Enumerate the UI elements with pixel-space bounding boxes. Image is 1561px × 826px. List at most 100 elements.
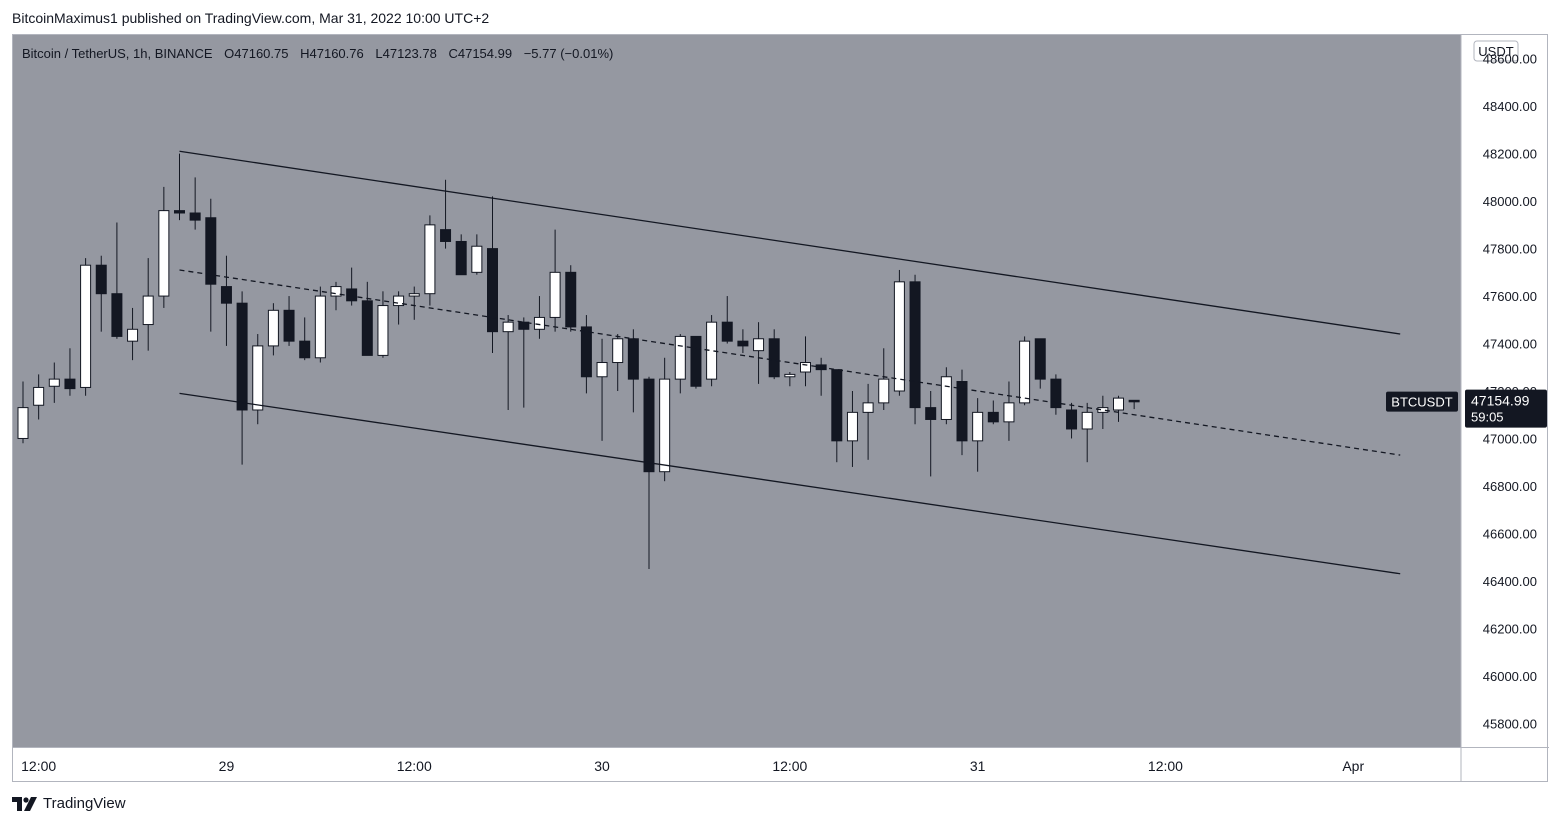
candle-body-up [753, 338, 765, 352]
time-tick-label: 12:00 [397, 758, 432, 774]
candle-body-down [64, 378, 76, 390]
symbol-tag-label: BTCUSDT [1391, 395, 1452, 410]
candle-body-up [330, 286, 342, 297]
candle-body-up [674, 335, 686, 380]
candle-body-down [643, 378, 655, 473]
candle-body-up [612, 338, 624, 364]
candle-body-up [878, 378, 890, 404]
candle-body-up [1113, 397, 1124, 411]
candle-body-down [768, 338, 780, 378]
legend-symbol[interactable]: Bitcoin / TetherUS, 1h, BINANCE [22, 46, 213, 61]
candle-body-down [925, 407, 937, 420]
candle-body-up [393, 295, 405, 307]
channel-line-upper[interactable] [179, 150, 1401, 335]
candle-body-up [471, 245, 483, 273]
legend-close-value: 47154.99 [457, 46, 513, 61]
candle-body-up [1081, 411, 1093, 430]
legend-open-value: 47160.75 [234, 46, 289, 61]
candle-body-up [800, 362, 811, 373]
symbol-tag[interactable] [1386, 391, 1458, 412]
candle-body-up [893, 281, 905, 392]
candle-body-up [267, 309, 279, 347]
tradingview-logo-icon [12, 796, 37, 811]
candle-body-up [862, 402, 874, 413]
tradingview-brand-text: TradingView [43, 795, 126, 812]
candle-body-up [17, 407, 29, 439]
candle-body-up [252, 345, 264, 411]
channel-line-middle[interactable] [179, 269, 1401, 456]
price-tick-label: 46200.00 [1483, 621, 1537, 636]
candle-body-down [236, 302, 248, 411]
legend-open-label: O [224, 46, 235, 61]
time-tick-label: 12:00 [772, 758, 807, 774]
bar-countdown: 59:05 [1471, 410, 1504, 425]
legend-low-label: L [375, 46, 383, 61]
candle-body-up [1097, 407, 1109, 413]
candle-body-down [690, 335, 702, 387]
channel-line-lower[interactable] [179, 392, 1401, 575]
time-tick-label: 12:00 [21, 758, 56, 774]
publisher-line: BitcoinMaximus1 published on TradingView… [12, 10, 490, 26]
candle-body-up [80, 264, 92, 388]
candle-body-up [33, 386, 45, 406]
candle-body-down [1034, 338, 1046, 380]
candle-body-up [377, 305, 389, 356]
price-tick-label: 46400.00 [1483, 574, 1537, 589]
candle-body-down [1066, 409, 1078, 430]
currency-label: USDT [1478, 44, 1513, 59]
price-tick-label: 46600.00 [1483, 526, 1537, 541]
candle-body-up [549, 271, 561, 318]
candle-body-down [440, 229, 452, 242]
candle-body-up [424, 224, 436, 295]
price-tick-label: 48400.00 [1483, 99, 1537, 114]
candle-body-up [940, 376, 952, 420]
price-tick-label: 48600.00 [1483, 52, 1537, 67]
currency-badge[interactable] [1473, 40, 1519, 62]
candle-body-down [909, 281, 921, 409]
legend-change: −5.77 (−0.01%) [523, 46, 614, 61]
candle-body-down [956, 381, 968, 442]
candle-body-down [299, 340, 311, 359]
candle-body-down [627, 338, 639, 380]
price-tick-label: 46800.00 [1483, 479, 1537, 494]
plot-area[interactable] [13, 35, 1461, 747]
time-tick-label: 29 [219, 758, 235, 774]
price-tick-label: 48200.00 [1483, 147, 1537, 162]
candle-body-down [1128, 399, 1140, 403]
last-price-badge[interactable] [1465, 389, 1547, 428]
candle-body-down [737, 340, 749, 347]
candle-body-up [158, 210, 170, 297]
candle-body-down [205, 217, 217, 285]
price-tick-label: 47400.00 [1483, 337, 1537, 352]
candle-body-up [972, 411, 984, 442]
candle-body-down [283, 309, 295, 342]
legend-high-label: H [300, 46, 310, 61]
candle-body-down [518, 321, 530, 330]
candle-body-down [189, 212, 201, 221]
candle-body-down [580, 326, 592, 378]
candle-body-up [142, 295, 154, 326]
candle-body-down [361, 300, 373, 356]
time-tick-label: 12:00 [1148, 758, 1183, 774]
candle-body-up [784, 373, 796, 378]
time-tick-label: 31 [970, 758, 986, 774]
legend-close-label: C [448, 46, 458, 61]
candle-body-down [565, 271, 577, 328]
candle-body-down [721, 321, 733, 342]
chart-frame[interactable]: USDT 48600.00 48400.00 48200.00 48000.00 4780… [12, 34, 1549, 783]
candle-body-up [533, 316, 545, 330]
tradingview-logo[interactable]: TradingView [12, 795, 126, 812]
candle-body-down [1050, 378, 1062, 409]
price-tick-label: 46000.00 [1483, 669, 1537, 684]
symbol-legend: Bitcoin / TetherUS, 1h, BINANCE O47160.7… [22, 46, 613, 61]
price-tick-label: 47800.00 [1483, 242, 1537, 257]
candle-body-up [1019, 340, 1031, 404]
candle-body-up [314, 295, 326, 359]
candle-body-down [95, 264, 107, 295]
price-tick-label: 48000.00 [1483, 194, 1537, 209]
candle-body-down [174, 210, 185, 214]
candle-body-down [487, 248, 498, 333]
last-price-value: 47154.99 [1471, 393, 1530, 409]
time-tick-label: 30 [594, 758, 610, 774]
